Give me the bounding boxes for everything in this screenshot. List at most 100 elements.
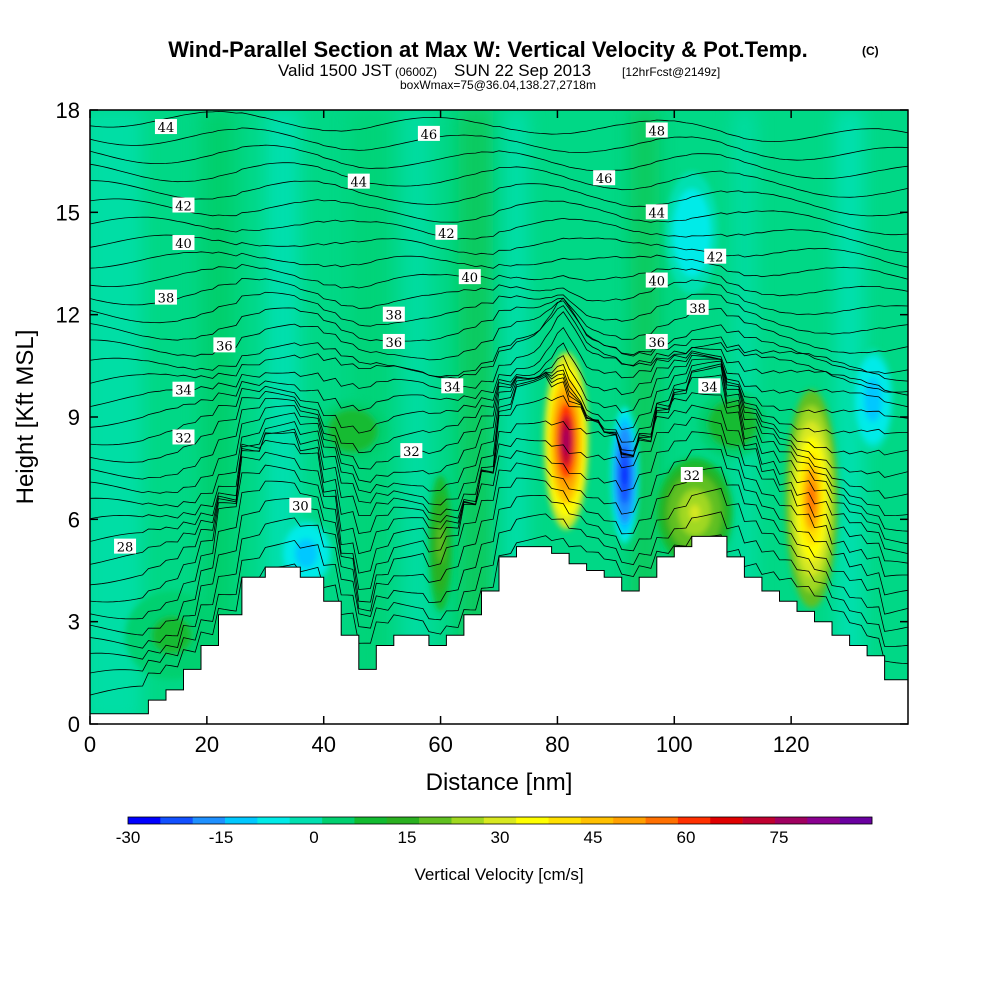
x-axis-ticks: 0 20 40 60 80 100 120 (84, 110, 810, 757)
isentrope-label: 38 (382, 306, 405, 324)
isentrope-label-text: 40 (175, 237, 192, 252)
isentrope-line (90, 127, 908, 161)
copyright-mark: (C) (862, 44, 879, 58)
isentrope-line (90, 291, 908, 335)
colorbar-swatch (580, 817, 614, 824)
isentrope-label: 40 (645, 272, 668, 290)
isentrope-label-box (435, 224, 458, 240)
isentrope-label-text: 34 (444, 380, 461, 395)
isentrope-label-text: 30 (292, 500, 309, 515)
isentrope-label: 38 (686, 299, 709, 317)
x-axis-label: Distance [nm] (426, 769, 573, 796)
isentrope-line (90, 365, 908, 519)
x-tick-label: 0 (84, 732, 96, 757)
isentrope-label-text: 34 (701, 380, 718, 395)
valid-time-date: SUN 22 Sep 2013 (454, 61, 591, 80)
isentrope-label-text: 32 (175, 431, 192, 446)
colorbar-swatch (386, 817, 420, 824)
isentrope-label-text: 36 (648, 336, 665, 351)
isentrope-label: 36 (645, 333, 668, 351)
y-tick-label: 9 (68, 405, 80, 430)
isentrope-line (90, 234, 908, 268)
isentrope-label-text: 42 (707, 251, 724, 266)
isentrope-label-box (458, 269, 481, 285)
isentrope-label-box (441, 378, 464, 394)
isentrope-label-text: 38 (386, 309, 403, 324)
colorbar-swatch (225, 817, 258, 824)
isentrope-line (90, 277, 908, 315)
x-tick-label: 20 (195, 732, 219, 757)
isentrope-label-text: 42 (438, 227, 455, 242)
colorbar-tick-label: 15 (398, 828, 417, 847)
colorbar: -30 -15 0 15 30 45 60 75 (116, 816, 873, 847)
colorbar-swatch (710, 817, 743, 824)
colorbar-swatch (677, 817, 711, 824)
isentrope-label: 28 (114, 538, 137, 556)
colorbar-tick-label: 60 (677, 828, 696, 847)
isentrope-line (90, 110, 908, 142)
isentrope-label: 34 (698, 378, 721, 395)
isentrope-line (90, 297, 908, 384)
isentrope-label-box (172, 429, 195, 445)
colorbar-swatch (160, 817, 193, 824)
isentrope-label-text: 28 (117, 541, 134, 556)
isentrope-label-box (154, 119, 177, 135)
colorbar-swatch (483, 817, 517, 824)
isentrope-line (90, 144, 908, 180)
colorbar-swatch (289, 817, 323, 824)
isentrope-label-text: 32 (684, 469, 701, 484)
isentrope-line (90, 216, 908, 253)
velocity-cell (317, 399, 388, 462)
isentrope-label-text: 38 (689, 302, 706, 317)
colorbar-swatch (645, 817, 679, 824)
isentrope-label-box (114, 538, 137, 554)
isentrope-label-text: 38 (158, 292, 175, 307)
colorbar-tick-label: -15 (209, 828, 234, 847)
isentrope-line (90, 363, 908, 508)
isentrope-label-text: 36 (216, 339, 233, 354)
isentrope-line (90, 198, 908, 236)
colorbar-swatch (322, 817, 355, 824)
potential-temperature-contours (90, 110, 908, 696)
isentrope-label-text: 46 (596, 172, 613, 187)
velocity-cell-level (688, 224, 696, 242)
colorbar-tick-label: 0 (309, 828, 318, 847)
isentrope-label-box (686, 299, 709, 315)
colorbar-tick-label: 30 (491, 828, 510, 847)
y-tick-label: 18 (56, 98, 80, 123)
x-tick-label: 120 (773, 732, 810, 757)
isentrope-line (90, 511, 908, 674)
x-tick-label: 80 (545, 732, 569, 757)
colorbar-swatch (419, 817, 452, 824)
isentrope-label-box (213, 337, 236, 353)
y-tick-label: 15 (56, 200, 80, 225)
isentrope-label: 44 (645, 204, 668, 221)
isentrope-line (90, 162, 908, 198)
y-tick-label: 12 (56, 303, 80, 328)
colorbar-swatch (516, 817, 549, 824)
isentrope-label-box (698, 378, 721, 394)
isentrope-line (90, 326, 908, 428)
y-tick-label: 6 (68, 507, 80, 532)
isentrope-line (90, 466, 908, 649)
isentrope-label: 44 (154, 119, 177, 136)
isentrope-line (90, 416, 908, 603)
y-tick-label: 3 (68, 610, 80, 635)
isentrope-label-text: 36 (386, 336, 403, 351)
velocity-cell-level (727, 418, 738, 429)
isentrope-label-text: 40 (462, 271, 479, 286)
isentrope-label-text: 32 (403, 445, 420, 460)
isentrope-label-box (382, 306, 405, 322)
isentrope-label: 48 (645, 122, 668, 139)
isentrope-line (90, 374, 908, 542)
velocity-band (402, 110, 432, 724)
isentrope-line (90, 534, 908, 696)
y-axis-label: Height [Kft MSL] (12, 330, 39, 505)
velocity-cell (852, 348, 894, 452)
isentrope-label-box (382, 333, 405, 349)
colorbar-swatch (742, 817, 776, 824)
valid-time-prefix: Valid 1500 JST (278, 61, 392, 80)
x-tick-label: 60 (428, 732, 452, 757)
isentrope-label: 42 (172, 197, 195, 215)
